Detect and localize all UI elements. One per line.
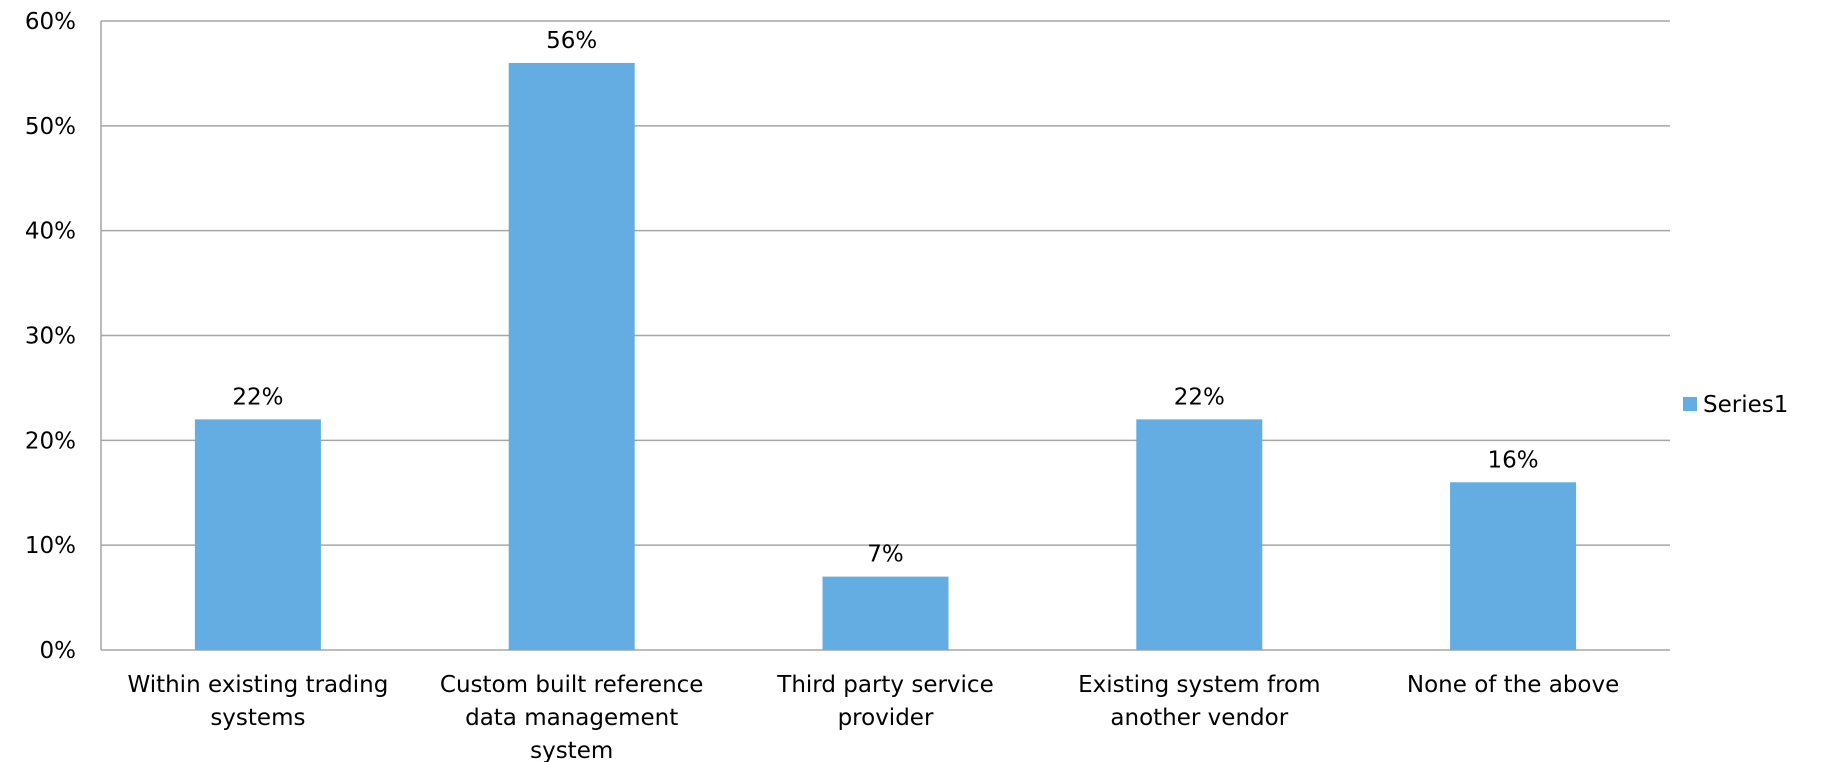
y-tick-label: 10% <box>25 533 76 559</box>
y-tick-label: 20% <box>25 428 76 454</box>
legend-label: Series1 <box>1703 392 1788 418</box>
y-axis-tick-labels: 0% 10% 20% 30% 40% 50% 60% <box>25 9 76 664</box>
bar <box>194 419 321 650</box>
x-category-label: None of the above <box>1407 672 1619 698</box>
x-category-label-line: system <box>530 738 613 762</box>
x-category-label: Third party service provider <box>776 672 993 731</box>
y-tick-label: 40% <box>25 219 76 245</box>
x-category-label: Custom built reference data management sys… <box>440 672 704 762</box>
bar <box>1136 419 1263 650</box>
legend-swatch <box>1683 397 1697 411</box>
x-category-label-line: None of the above <box>1407 672 1619 698</box>
x-category-label-line: Within existing trading <box>127 672 388 698</box>
y-tick-label: 0% <box>40 638 77 664</box>
data-label: 7% <box>867 542 904 568</box>
y-tick-label: 50% <box>25 114 76 140</box>
y-tick-label: 30% <box>25 324 76 350</box>
x-category-label-line: provider <box>838 705 934 731</box>
bar <box>822 576 949 650</box>
x-category-label: Within existing trading systems <box>127 672 388 731</box>
y-tick-label: 60% <box>25 9 76 35</box>
x-category-label-line: Custom built reference <box>440 672 704 698</box>
x-category-label-line: another vendor <box>1110 705 1288 731</box>
data-label: 22% <box>232 384 283 410</box>
bar <box>1450 482 1577 650</box>
x-category-label-line: Existing system from <box>1078 672 1320 698</box>
gridlines <box>101 20 1670 651</box>
data-label: 22% <box>1174 384 1225 410</box>
legend: Series1 <box>1683 392 1788 418</box>
data-label: 56% <box>546 28 597 54</box>
x-axis-category-labels: Within existing trading systems Custom bui… <box>127 672 1619 762</box>
data-labels: 22% 56% 7% 22% 16% <box>232 28 1538 568</box>
bar <box>508 62 635 650</box>
x-category-label-line: Third party service <box>776 672 993 698</box>
bars <box>194 62 1577 650</box>
x-category-label-line: data management <box>465 705 678 731</box>
x-category-label-line: systems <box>210 705 305 731</box>
data-label: 16% <box>1488 447 1539 473</box>
x-category-label: Existing system from another vendor <box>1078 672 1320 731</box>
